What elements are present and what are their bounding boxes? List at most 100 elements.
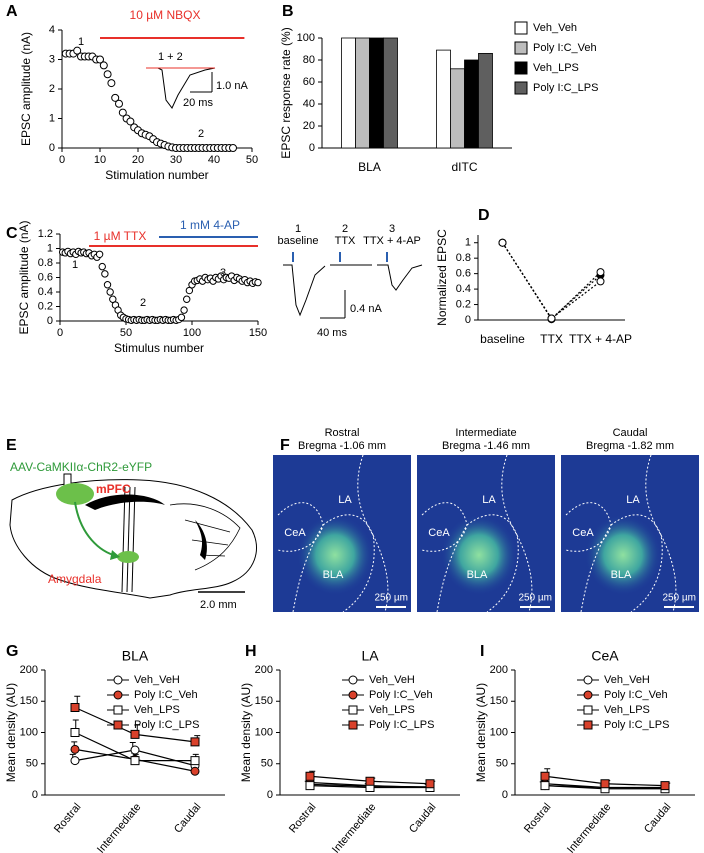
x-tick-label: TTX + 4-AP	[569, 332, 632, 346]
marker	[190, 737, 200, 747]
y-tick-label: 4	[49, 24, 55, 36]
y-axis-label: Normalized EPSC	[435, 229, 449, 326]
data-point	[177, 313, 186, 322]
marker	[540, 771, 550, 781]
bar	[383, 37, 398, 149]
y-tick-label: 0	[309, 142, 315, 154]
x-tick-label: Intermediate	[330, 801, 379, 853]
x-tick-label: 0	[57, 327, 63, 339]
trace-label: TTX + 4-AP	[363, 235, 421, 247]
region-label: BLA	[323, 569, 344, 581]
x-tick-label: Caudal	[642, 801, 674, 835]
y-tick-label: 50	[496, 758, 508, 770]
inset-label: 1 + 2	[158, 51, 183, 63]
y-tick-label: 150	[255, 695, 273, 707]
trace-label: TTX	[335, 235, 356, 247]
panel-label: D	[478, 207, 490, 224]
annotation: 1	[78, 36, 84, 48]
y-tick-label: 0	[32, 789, 38, 801]
data-point	[98, 262, 106, 271]
section-line	[121, 486, 126, 593]
section-title: Intermediate	[455, 427, 516, 439]
panel-label: E	[6, 437, 17, 454]
legend-label: Veh_LPS	[604, 704, 650, 716]
marker	[190, 756, 200, 766]
y-tick-label: 0	[49, 142, 55, 154]
x-tick-label: baseline	[480, 332, 525, 346]
legend-marker	[583, 705, 593, 715]
y-tick-label: 1	[465, 237, 471, 249]
y-tick-label: 150	[20, 695, 38, 707]
chart-title: CeA	[591, 648, 619, 664]
legend-swatch	[514, 21, 528, 35]
x-tick-label: Intermediate	[95, 801, 144, 853]
bregma-label: Bregma -1.46 mm	[442, 440, 530, 452]
x-tick-label: Rostral	[522, 801, 554, 835]
y-tick-label: 80	[303, 54, 315, 66]
legend-marker	[583, 675, 593, 685]
section-title: Rostral	[325, 427, 360, 439]
marker	[305, 781, 315, 791]
trace	[146, 67, 216, 109]
marker	[660, 781, 670, 791]
x-tick-label: 40	[208, 154, 220, 166]
x-tick-label: Caudal	[172, 801, 204, 835]
x-tick-label: 50	[120, 327, 132, 339]
y-tick-label: 100	[255, 726, 273, 738]
data-point	[183, 295, 191, 303]
x-tick-label: 20	[132, 154, 144, 166]
data-point	[254, 278, 262, 287]
marker	[600, 779, 610, 789]
y-tick-label: 200	[20, 664, 38, 676]
x-axis-label: Stimulus number	[114, 341, 204, 355]
data-point	[73, 46, 82, 55]
legend-marker	[113, 675, 123, 685]
legend-label: Veh_LPS	[134, 704, 180, 716]
x-tick-label: BLA	[358, 160, 381, 174]
legend-marker	[113, 690, 123, 700]
annotation: 3	[220, 267, 226, 279]
data-point	[96, 55, 104, 64]
marker	[130, 729, 140, 739]
y-tick-label: 3	[49, 53, 55, 65]
region-label: LA	[626, 494, 640, 506]
region-label: BLA	[467, 569, 488, 581]
legend-swatch	[514, 81, 528, 95]
y-tick-label: 0.4	[38, 286, 53, 298]
legend-label: Poly I:C_LPS	[533, 82, 598, 94]
scale-label: 250 µm	[662, 593, 696, 604]
bar	[355, 37, 370, 149]
source-label: mPFC	[96, 482, 131, 496]
legend-label: Veh_LPS	[533, 62, 579, 74]
chart-title: BLA	[122, 648, 149, 664]
bar	[450, 68, 465, 149]
bar	[478, 53, 493, 149]
legend-marker	[348, 720, 358, 730]
chart-title: LA	[361, 648, 379, 664]
data-point	[95, 250, 104, 259]
y-tick-label: 1	[49, 112, 55, 124]
y-tick-label: 0.6	[456, 268, 471, 280]
x-tick-label: Rostral	[287, 801, 319, 835]
x-tick-label: Caudal	[407, 801, 439, 835]
y-tick-label: 0.8	[456, 252, 471, 264]
region-outline	[565, 454, 677, 613]
legend-label: Poly I:C_Veh	[533, 42, 597, 54]
legend-label: Poly I:C_Veh	[604, 689, 668, 701]
fluorescence	[441, 515, 517, 595]
legend-marker	[348, 690, 358, 700]
marker	[540, 781, 550, 791]
data-point	[180, 306, 188, 314]
brain-diagram: E AAV-CaMKIIα-ChR2-eYFP mPFC Amygdala 2.…	[6, 437, 257, 611]
data-point	[107, 79, 116, 88]
legend-label: Veh_Veh	[533, 22, 577, 34]
legend-label: Poly I:C_LPS	[369, 719, 434, 731]
marker	[130, 745, 140, 755]
data-point	[229, 144, 237, 152]
marker	[70, 744, 80, 754]
panel-label: A	[6, 3, 18, 20]
scale-label: 2.0 mm	[200, 599, 237, 611]
section-title: Caudal	[613, 427, 648, 439]
